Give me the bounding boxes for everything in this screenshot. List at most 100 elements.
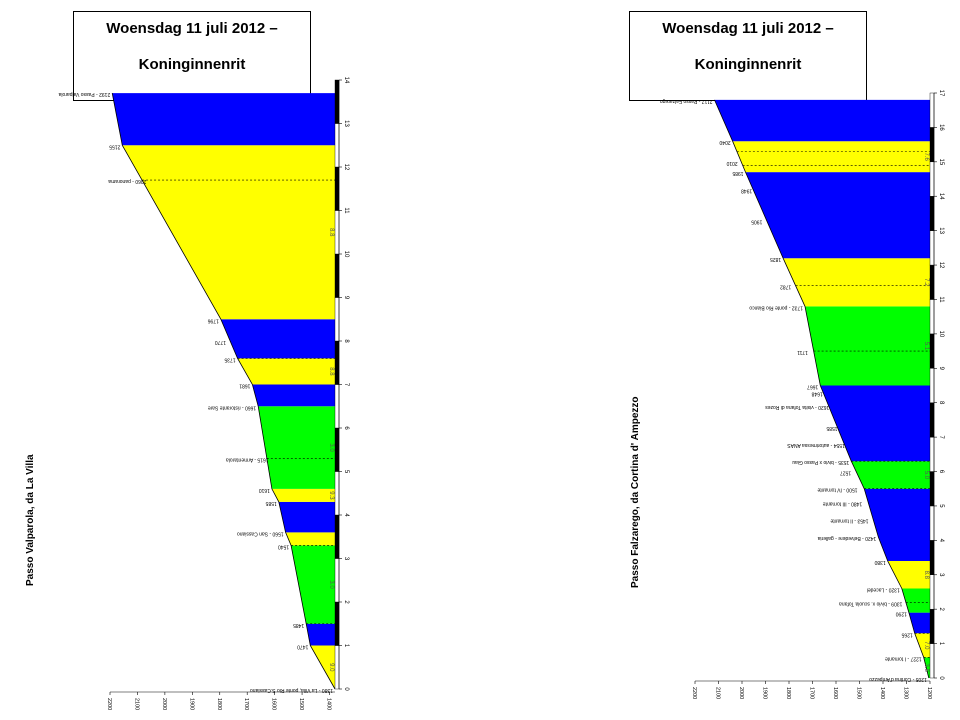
- x-tick-label: 6: [343, 426, 349, 430]
- point-label: 1485: [293, 622, 304, 628]
- point-label: 1309 - bivio x. scuola Tofana: [839, 600, 903, 606]
- point-label: 1500 - IV tornante: [817, 487, 857, 493]
- point-label: 2155: [109, 143, 120, 149]
- grade-label: 7.2: [923, 278, 929, 287]
- y-tick-label: 1900: [762, 687, 768, 699]
- point-label: 1796: [208, 317, 219, 323]
- profile-segment: [112, 93, 335, 146]
- point-label: 1620 - visita Tofana di Rozes: [765, 404, 830, 410]
- y-tick-label: 2100: [133, 698, 139, 710]
- point-label: 1732 - ponte Rio Bianco: [749, 304, 803, 310]
- point-label: 1681: [239, 383, 250, 389]
- profile-segment: [908, 612, 930, 634]
- km-bar-segment: [929, 368, 935, 403]
- km-bar-segment: [929, 92, 935, 128]
- y-tick-label: 1600: [832, 687, 838, 699]
- point-label: 1540: [278, 543, 289, 549]
- profile-segment: [122, 145, 335, 320]
- profile-segment: [252, 384, 335, 407]
- x-tick-label: 11: [938, 296, 944, 303]
- point-label: 2040: [719, 139, 730, 145]
- profile-segment: [745, 172, 930, 259]
- point-label: 1535 - bivio x Passo Giau: [792, 459, 849, 465]
- grade-label: 3.0: [328, 443, 334, 452]
- point-label: 1948: [741, 187, 752, 193]
- x-tick-label: 8: [343, 339, 349, 343]
- profile-segment: [887, 561, 930, 589]
- profile-segment: [901, 588, 930, 613]
- profile-segment: [278, 501, 335, 533]
- km-bar-segment: [929, 161, 935, 197]
- km-bar-segment: [929, 505, 935, 541]
- grade-label: 7.6: [923, 152, 929, 161]
- y-tick-label: 2000: [161, 698, 167, 710]
- x-tick-label: 14: [938, 193, 944, 200]
- point-label: 1554 - autorimessa ANAS: [787, 442, 845, 448]
- x-tick-label: 14: [343, 77, 349, 84]
- y-tick-label: 2200: [106, 698, 112, 710]
- point-label: 1380 - La Villa, ponte Rio S.Cassiano: [250, 687, 333, 693]
- x-tick-label: 10: [343, 251, 349, 258]
- x-tick-label: 1: [343, 644, 349, 648]
- x-tick-label: 15: [938, 158, 944, 165]
- x-tick-label: 2: [343, 600, 349, 604]
- profile-segment: [258, 406, 335, 489]
- grade-label: 3.8: [923, 664, 929, 673]
- title-line-1: Woensdag 11 juli 2012 –: [662, 20, 834, 37]
- x-tick-label: 5: [938, 504, 944, 508]
- title-box-left: Woensdag 11 juli 2012 – Koninginnenrit: [73, 11, 311, 101]
- point-label: 1585: [265, 500, 276, 506]
- profile-segment: [271, 488, 335, 502]
- x-tick-label: 6: [938, 470, 944, 474]
- point-label: 1290: [896, 611, 907, 617]
- x-tick-label: 3: [343, 557, 349, 561]
- x-tick-label: 0: [938, 676, 944, 680]
- y-tick-label: 1200: [926, 687, 932, 699]
- y-tick-label: 2200: [691, 687, 697, 699]
- profile-segment: [851, 461, 930, 489]
- y-tick-label: 1300: [903, 687, 909, 699]
- profile-segment: [220, 319, 335, 359]
- x-tick-label: 4: [343, 513, 349, 517]
- profile-segment: [285, 532, 335, 546]
- km-bar-segment: [929, 127, 935, 163]
- point-label: 1782: [780, 284, 791, 290]
- y-tick-label: 1800: [785, 687, 791, 699]
- profile-segment: [820, 385, 930, 462]
- y-tick-label: 1500: [856, 687, 862, 699]
- y-tick-label: 1500: [298, 698, 304, 710]
- x-tick-label: 17: [938, 90, 944, 97]
- x-tick-label: 2: [938, 608, 944, 612]
- grade-label: 8.8: [923, 571, 929, 580]
- profile-segment: [783, 258, 930, 307]
- title-line-2: Koninginnenrit: [138, 56, 246, 73]
- profile-segment: [714, 99, 930, 142]
- grade-label: 7.0: [923, 641, 929, 650]
- profile-segment: [805, 306, 930, 386]
- grade-label: 9.3: [328, 491, 334, 500]
- point-label: 1527: [840, 470, 851, 476]
- profile-segment: [237, 358, 335, 385]
- x-tick-label: 12: [343, 164, 349, 171]
- point-label: 2117 - Passo Falzarego: [660, 98, 713, 104]
- x-tick-label: 13: [343, 120, 349, 127]
- km-bar-segment: [929, 608, 935, 644]
- km-bar-segment: [929, 333, 935, 369]
- title-line-2: Koninginnenrit: [694, 56, 802, 73]
- point-label: 1227 - I tornante: [885, 655, 922, 661]
- point-label: 1711: [797, 349, 808, 355]
- km-bar-segment: [929, 574, 935, 610]
- y-tick-label: 1600: [271, 698, 277, 710]
- km-bar-segment: [929, 471, 935, 507]
- x-tick-label: 3: [938, 573, 944, 577]
- point-label: 2010: [726, 160, 737, 166]
- point-label: 1825: [770, 256, 781, 262]
- km-bar-segment: [929, 436, 935, 472]
- title-line-1: Woensdag 11 juli 2012 –: [106, 20, 278, 37]
- grade-label: 5.1: [923, 342, 929, 351]
- point-label: 1905: [751, 218, 762, 224]
- grade-label: 9.0: [328, 663, 334, 672]
- y-tick-label: 1900: [188, 698, 194, 710]
- point-label: 1420 - Belvedere - galleria: [817, 535, 876, 541]
